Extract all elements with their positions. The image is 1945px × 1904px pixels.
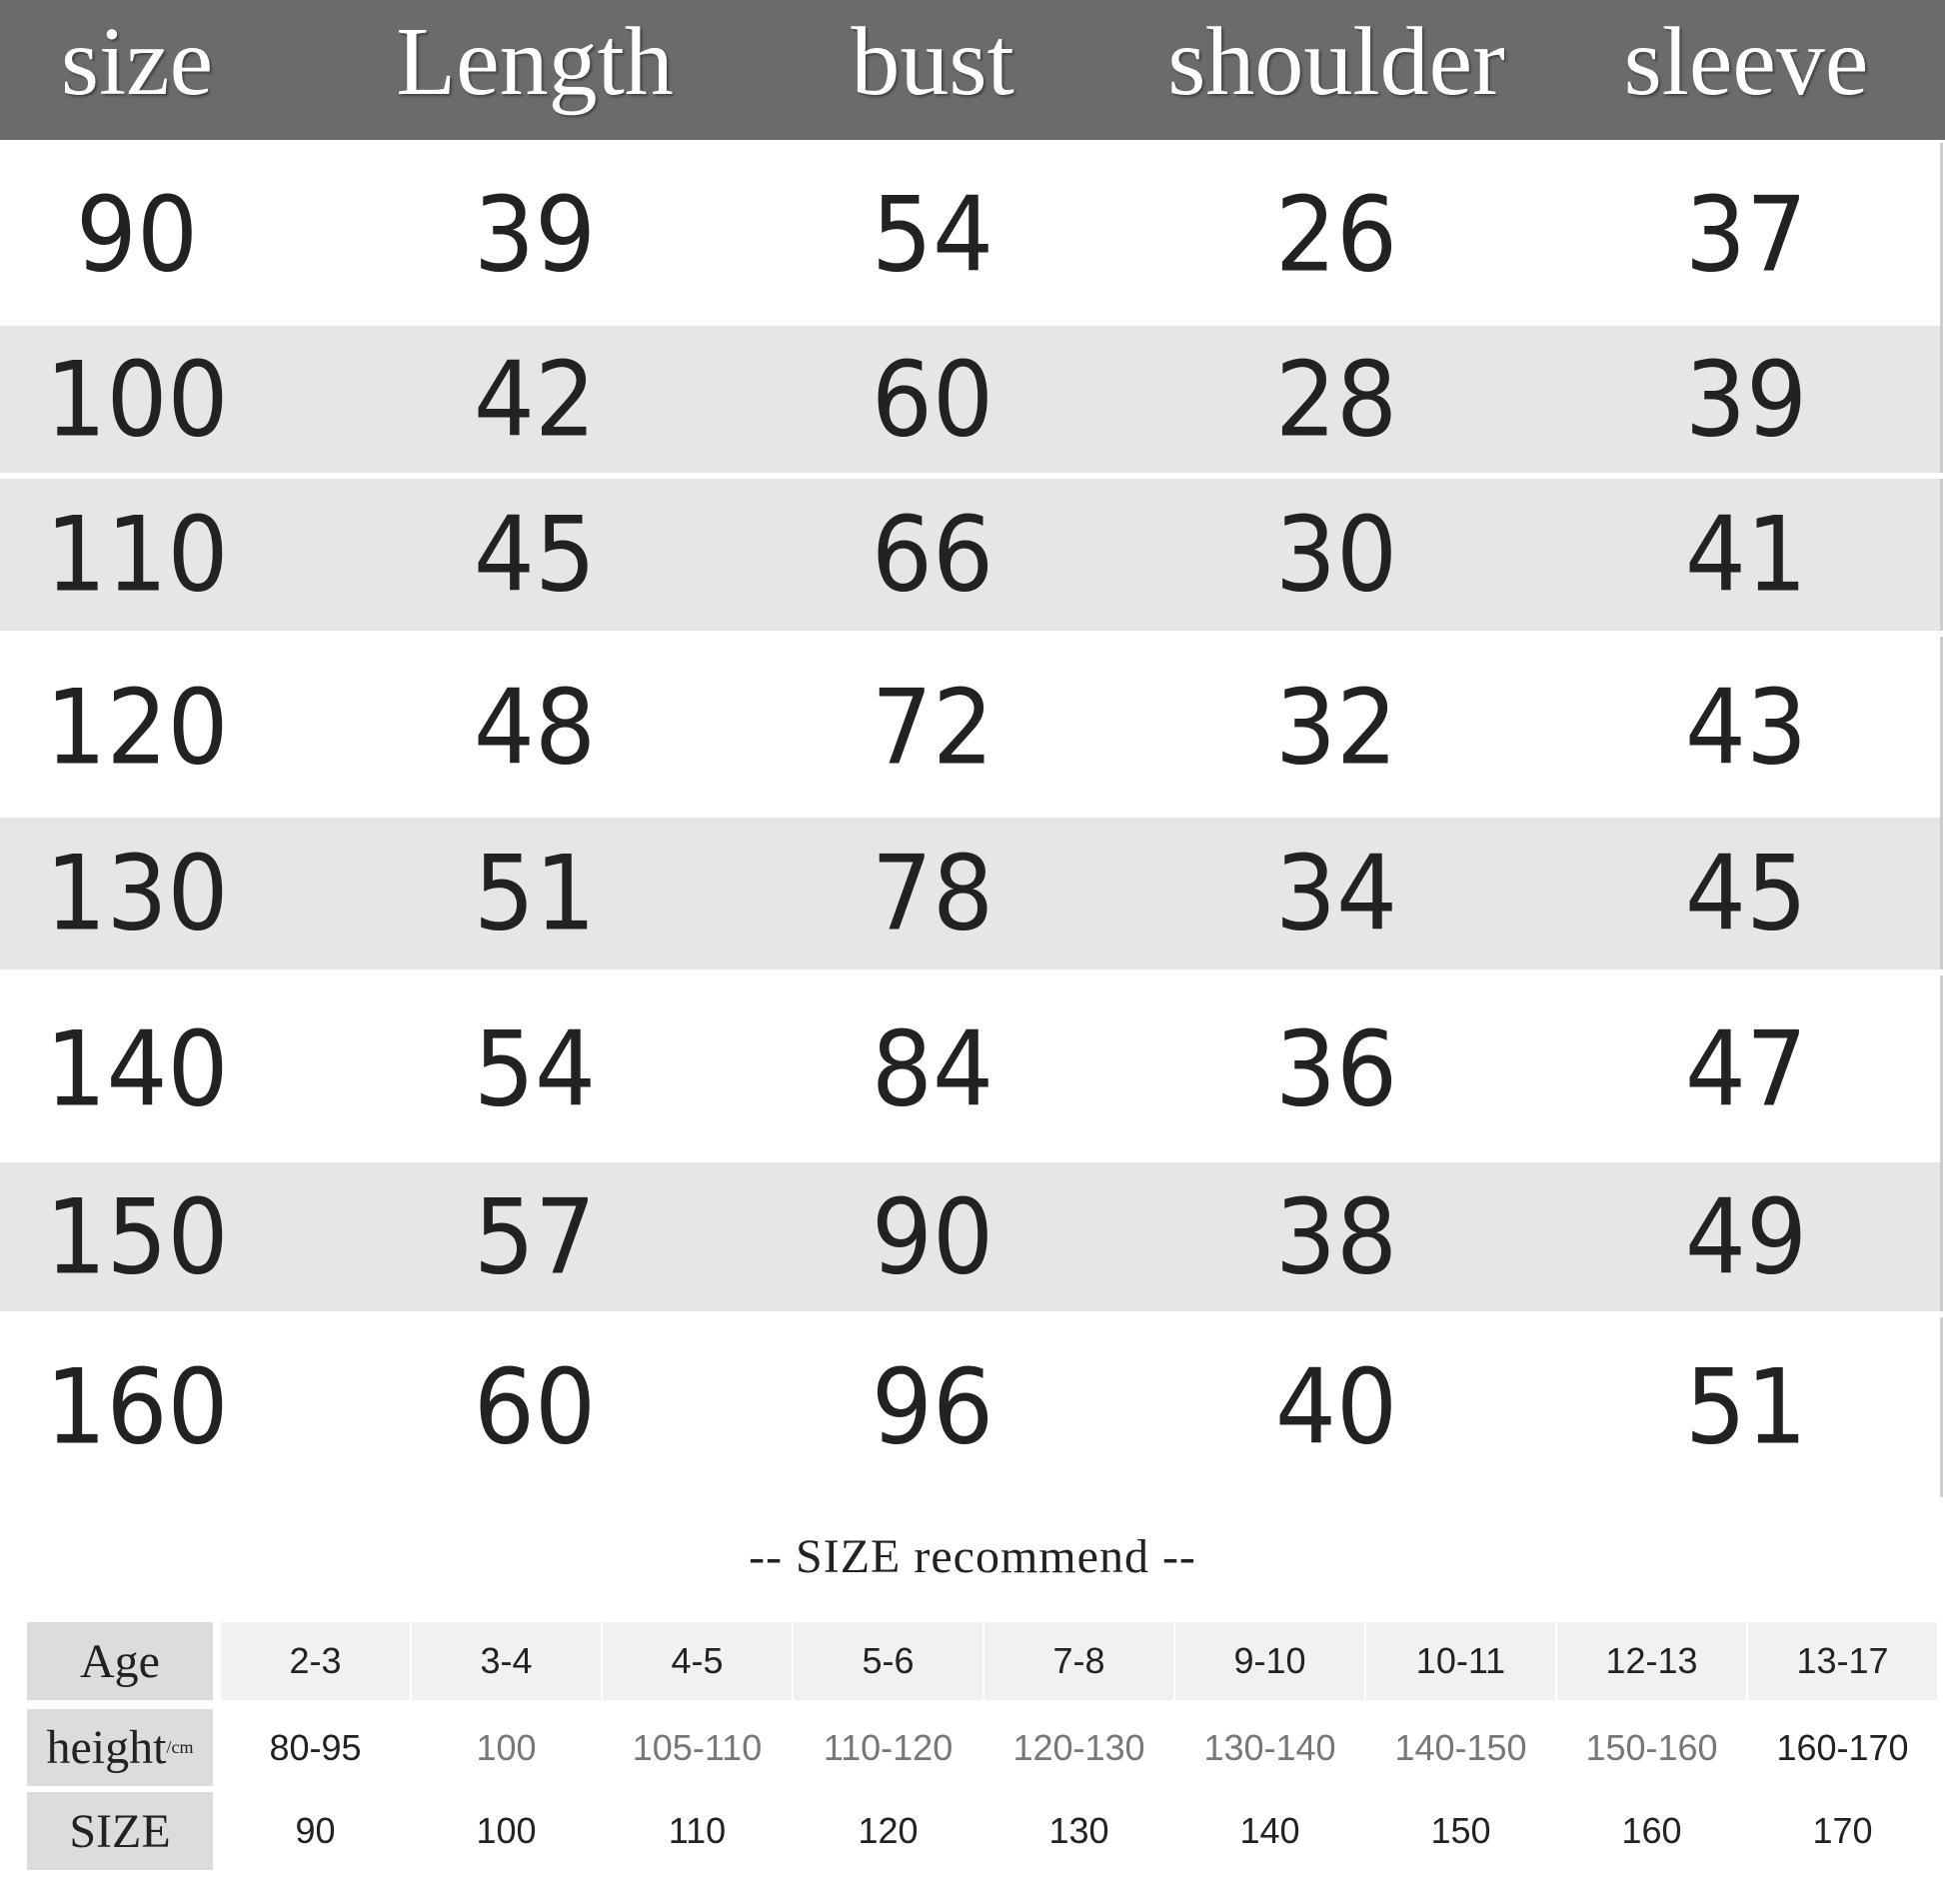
cell-shoulder: 26 [1274,174,1398,295]
recommend-cell-height: 160-170 [1776,1726,1909,1768]
recommend-cell-height: 100 [476,1726,537,1768]
table-row: 90 39 54 26 37 [0,143,1943,326]
cell-shoulder: 30 [1274,494,1398,616]
column-header-length: Length [396,8,674,116]
table-row: 150 57 90 38 49 [0,1162,1943,1311]
recommend-cell-size: 160 [1621,1810,1682,1851]
size-table-header: size Length bust shoulder sleeve [0,0,1945,140]
recommend-cell-size: 110 [668,1810,727,1851]
recommend-cell-size: 130 [1048,1810,1109,1851]
cell-bust: 90 [871,1176,994,1297]
cell-sleeve: 49 [1684,1176,1808,1297]
cell-bust: 66 [871,494,994,616]
size-recommend-title: -- SIZE recommend -- [749,1530,1196,1583]
cell-sleeve: 43 [1684,667,1808,788]
cell-shoulder: 28 [1274,339,1398,460]
recommend-cell-size: 170 [1812,1810,1873,1851]
cell-shoulder: 32 [1274,667,1398,788]
cell-sleeve: 45 [1684,833,1808,954]
recommend-row-size: SIZE 90 100 110 120 130 140 150 160 170 [0,1792,1945,1870]
cell-length: 48 [473,667,597,788]
recommend-cell-size: 120 [858,1810,919,1851]
table-row: 110 45 66 30 41 [0,479,1943,631]
recommend-cell-age: 2-3 [221,1622,410,1700]
recommend-cell-age: 12-13 [1557,1622,1746,1700]
table-row: 160 60 96 40 51 [0,1317,1943,1497]
recommend-cell-age: 3-4 [412,1622,601,1700]
column-header-shoulder: shoulder [1167,8,1505,116]
recommend-cell-height: 80-95 [269,1726,362,1768]
recommend-label-size: SIZE [27,1792,213,1870]
cell-bust: 60 [871,339,994,460]
cell-size: 120 [45,667,229,788]
label-text: Age [80,1634,160,1688]
cell-size: 160 [45,1346,229,1468]
label-text: height [46,1721,167,1774]
cell-length: 45 [473,494,597,616]
recommend-cell-age: 9-10 [1175,1622,1364,1700]
recommend-cell-height: 140-150 [1394,1726,1527,1768]
table-row: 140 54 84 36 47 [0,975,1943,1162]
recommend-cell-age: 5-6 [794,1622,982,1700]
cell-shoulder: 36 [1274,1008,1398,1129]
cell-length: 51 [473,833,597,954]
cell-size: 140 [45,1008,229,1129]
column-header-bust: bust [851,8,1014,116]
recommend-cell-age: 13-17 [1748,1622,1937,1700]
cell-bust: 54 [871,174,994,295]
recommend-cell-age: 10-11 [1366,1622,1555,1700]
recommend-cell-height: 120-130 [1012,1726,1145,1768]
recommend-cell-height: 150-160 [1585,1726,1718,1768]
cell-shoulder: 40 [1274,1346,1398,1468]
recommend-cell-height: 105-110 [632,1726,763,1768]
table-row: 130 51 78 34 45 [0,818,1943,969]
cell-size: 110 [45,494,229,616]
recommend-cell-height: 110-120 [823,1726,954,1768]
cell-length: 42 [473,339,597,460]
cell-length: 60 [473,1346,597,1468]
cell-bust: 72 [871,667,994,788]
recommend-row-age: Age 2-3 3-4 4-5 5-6 7-8 9-10 10-11 12-13 13-17 [0,1622,1945,1700]
cell-bust: 96 [871,1346,994,1468]
recommend-cell-size: 150 [1430,1810,1491,1851]
cell-length: 54 [473,1008,597,1129]
recommend-label-age: Age [27,1622,213,1700]
recommend-cell-size: 100 [476,1810,537,1851]
recommend-cell-age: 4-5 [603,1622,792,1700]
recommend-cell-size: 140 [1239,1810,1300,1851]
cell-sleeve: 39 [1684,339,1808,460]
cell-size: 130 [45,833,229,954]
cell-shoulder: 34 [1274,833,1398,954]
cell-bust: 78 [871,833,994,954]
label-text: SIZE [69,1804,171,1858]
column-header-sleeve: sleeve [1623,8,1869,116]
cell-bust: 84 [871,1008,994,1129]
column-header-size: size [60,8,214,116]
cell-length: 57 [473,1176,597,1297]
recommend-label-height: height/cm [27,1709,213,1786]
recommend-cell-height: 130-140 [1203,1726,1336,1768]
cell-size: 90 [75,174,199,295]
table-row: 100 42 60 28 39 [0,326,1943,473]
cell-length: 39 [473,174,597,295]
recommend-cell-age: 7-8 [984,1622,1173,1700]
cell-size: 150 [45,1176,229,1297]
table-row: 120 48 72 32 43 [0,637,1943,818]
unit-label: /cm [166,1737,194,1757]
cell-sleeve: 37 [1684,174,1808,295]
cell-shoulder: 38 [1274,1176,1398,1297]
recommend-cell-size: 90 [295,1810,336,1851]
cell-sleeve: 41 [1684,494,1808,616]
recommend-row-height: height/cm 80-95 100 105-110 110-120 120-130 13… [0,1709,1945,1786]
cell-sleeve: 51 [1684,1346,1808,1468]
cell-size: 100 [45,339,229,460]
cell-sleeve: 47 [1684,1008,1808,1129]
